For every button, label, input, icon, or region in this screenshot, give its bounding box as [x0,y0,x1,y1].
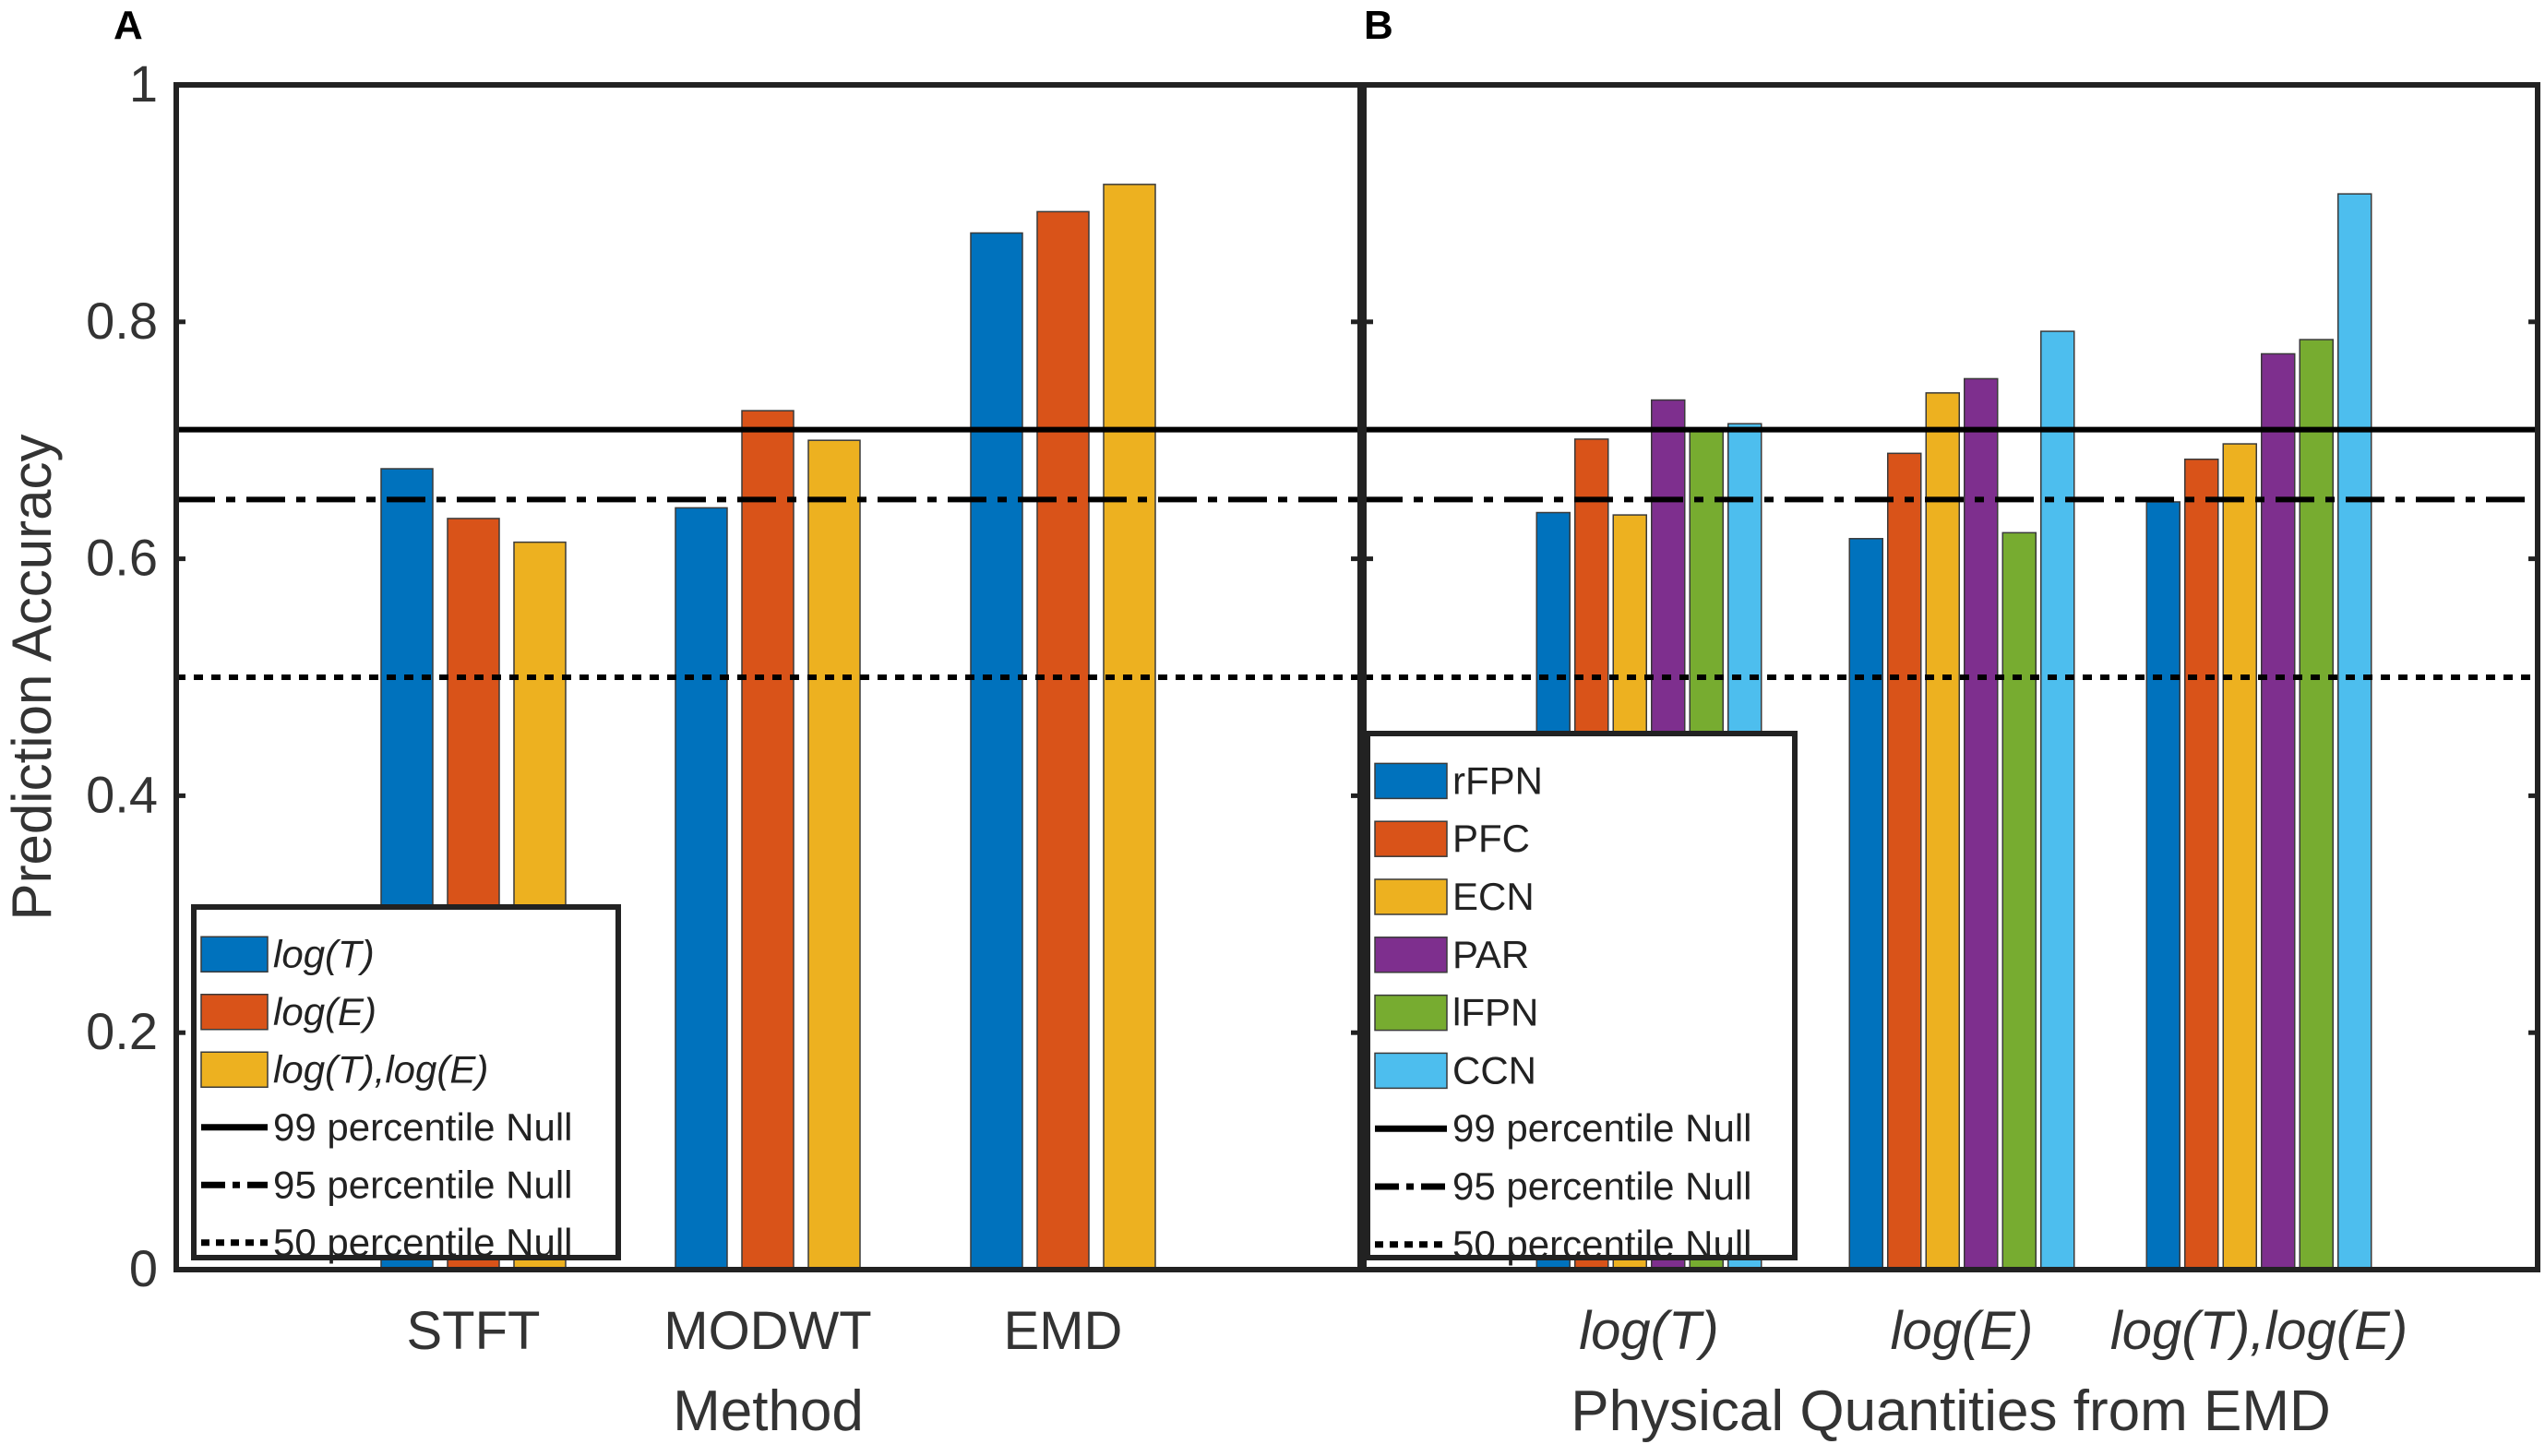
legend-swatch [1374,937,1448,973]
legend-label: 95 percentile Null [1452,1164,1752,1208]
y-tick-label: 0.8 [86,292,158,350]
bar-log-e--modwt [741,410,795,1271]
axes-box [1361,82,2540,1272]
legend: log(T) log(E) log(T),log(E) 99 percentile N… [191,904,621,1264]
x-axis-label: Physical Quantities from EMD [1571,1379,2330,1443]
bar-ccn-log-e- [2040,330,2075,1271]
y-tick-label: 0.4 [86,765,158,823]
legend-label: log(E) [273,990,376,1033]
y-tick-label: 1 [129,54,158,113]
bar-rfpn-log-t-log-e- [2145,501,2181,1271]
bar-log-t--modwt [675,507,728,1271]
bar-pfc-log-t-log-e- [2184,458,2219,1271]
bar-ecn-log-e- [1925,392,1960,1271]
x-tick-label: log(T) [1579,1301,1718,1361]
chart-panel-a: A 0 0.2 0.4 0.6 0.8 1 Prediction Accuracy STFT MO… [1,3,1363,1443]
panel-label: A [114,3,143,48]
legend-label: 95 percentile Null [273,1163,573,1206]
y-tick-label: 0.6 [86,529,158,587]
legend-label: 50 percentile Null [273,1221,573,1264]
legend-label: lFPN [1452,991,1538,1034]
legend-label: PFC [1452,817,1530,860]
bar-log-e--emd [1036,210,1090,1271]
legend-swatch [200,994,269,1031]
x-axis-label: Method [673,1379,864,1443]
y-axis-label: Prediction Accuracy [1,435,63,921]
legend-label: log(T) [273,932,375,975]
legend-label: 99 percentile Null [1452,1106,1752,1150]
bar-log-t--emd [970,232,1023,1271]
x-tick-label: STFT [407,1301,541,1361]
bar-lfpn-log-t-log-e- [2299,339,2334,1271]
x-tick-label: log(E) [1891,1301,2034,1361]
bar-pfc-log-e- [1887,452,1922,1271]
bar-log-t-log-e--emd [1103,184,1156,1271]
bar-log-t-log-e--modwt [807,439,861,1271]
legend-swatch [1374,878,1448,915]
axes-box [173,82,1363,1272]
legend-swatch [1374,820,1448,857]
bar-rfpn-log-e- [1848,538,1883,1271]
legend-swatch [200,1051,269,1088]
legend-swatch [1374,994,1448,1032]
legend-swatch [1374,762,1448,800]
legend: rFPN PFC ECN PAR lFPN CCN 99 percentile Null 95… [1365,731,1798,1266]
y-tick-label: 0.2 [86,1002,158,1060]
legend-label: rFPN [1452,758,1543,802]
legend-label: 99 percentile Null [273,1105,573,1149]
bar-ecn-log-t-log-e- [2222,443,2257,1271]
legend-swatch [1374,1052,1448,1090]
bar-ccn-log-t-log-e- [2337,193,2372,1271]
legend-label: 50 percentile Null [1452,1223,1752,1266]
y-tick-label: 0 [129,1239,158,1297]
x-tick-label: log(T),log(E) [2110,1301,2408,1361]
legend-label: log(T),log(E) [273,1047,488,1091]
bar-par-log-t-log-e- [2261,352,2296,1271]
legend-swatch [200,936,269,973]
bar-par-log-e- [1964,377,1999,1271]
x-tick-label: EMD [1004,1301,1123,1361]
bar-lfpn-log-e- [2001,531,2037,1271]
legend-label: PAR [1452,933,1529,976]
legend-label: ECN [1452,875,1535,918]
panel-label: B [1364,3,1393,48]
x-tick-label: MODWT [663,1301,872,1361]
legend-label: CCN [1452,1048,1536,1092]
